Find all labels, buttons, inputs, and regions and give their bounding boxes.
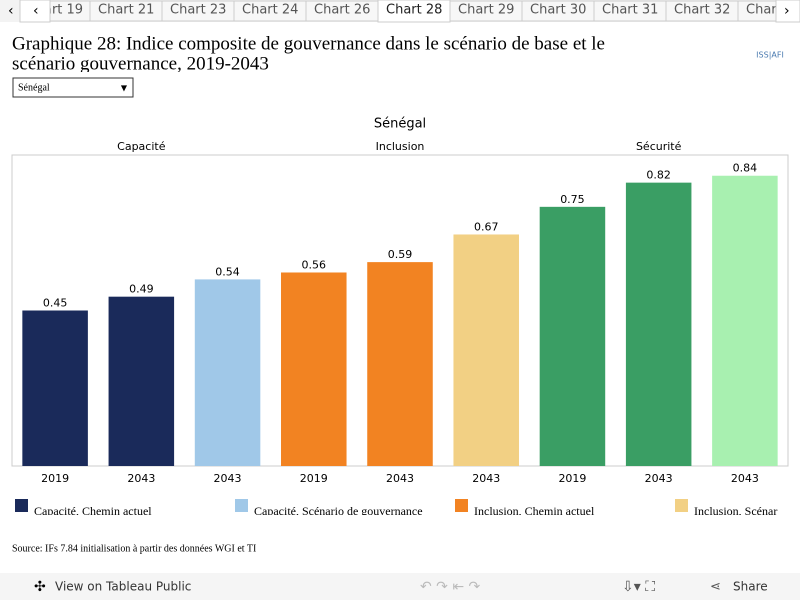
x-tick-label: 2043 [731, 472, 759, 485]
title-line: Graphique 28: Indice composite de gouver… [12, 33, 605, 54]
toolbar-icons: ↶ ↷ ⇤ ↷ [420, 579, 481, 595]
data-label: 0.82 [646, 169, 671, 182]
bar [108, 296, 175, 466]
tab-label: Chart 21 [98, 3, 154, 18]
x-tick-label: 2043 [127, 472, 155, 485]
x-tick-label: 2043 [472, 472, 500, 485]
legend-label: Inclusion, Scénar [694, 504, 777, 518]
data-label: 0.45 [43, 297, 68, 310]
tab-label: Chart 28 [386, 3, 442, 18]
share[interactable]: Share [733, 580, 768, 594]
x-tick-label: 2019 [558, 472, 586, 485]
legend-label: Capacité, Chemin actuel [34, 504, 152, 518]
source: Source: IFs 7.84 initialisation à partir… [12, 543, 256, 554]
legend-swatch [455, 499, 468, 512]
prev-arrow: ‹ [8, 3, 14, 19]
legend-swatch [15, 499, 28, 512]
legend-label: Inclusion, Chemin actuel [474, 504, 595, 518]
tab-label: Chart [746, 3, 782, 18]
tab-prev-2[interactable] [19, 0, 51, 23]
tab-label: Chart 26 [314, 3, 370, 18]
tab-label: Chart 31 [602, 3, 658, 18]
x-tick-label: 2019 [41, 472, 69, 485]
view-link[interactable]: View on Tableau Public [55, 580, 191, 594]
legend-label: Capacité, Scénario de gouvernance [254, 504, 423, 518]
group-label: Sécurité [636, 140, 682, 153]
data-label: 0.59 [388, 248, 413, 261]
tab-label: Chart 24 [242, 3, 298, 18]
tab-label: art 19 [44, 3, 83, 18]
dropdown[interactable] [12, 77, 134, 98]
title-line: scénario gouvernance, 2019-2043 [12, 53, 269, 74]
bar [539, 206, 606, 467]
toolbar [0, 573, 800, 600]
chart-title: Sénégal [374, 117, 426, 132]
data-label: 0.67 [474, 220, 499, 233]
tab-label: Chart 23 [170, 3, 226, 18]
prev-arrow-2: ‹ [33, 3, 39, 19]
bar [712, 175, 778, 466]
data-label: 0.56 [302, 258, 327, 271]
tab-label: Chart 30 [530, 3, 586, 18]
bar [453, 234, 519, 466]
share-icon: ⋖ [710, 580, 721, 595]
legend-swatch [675, 499, 688, 512]
tab-label: Chart 32 [674, 3, 730, 18]
group-label: Capacité [117, 140, 166, 153]
bar [625, 182, 692, 466]
data-label: 0.49 [129, 283, 154, 296]
logo: ISS|AFI [756, 51, 784, 60]
data-label: 0.84 [733, 162, 758, 175]
x-tick-label: 2043 [386, 472, 414, 485]
tab-label: Chart 29 [458, 3, 514, 18]
legend-swatch [235, 499, 248, 512]
data-label: 0.75 [560, 193, 585, 206]
dropdown-value: Sénégal [18, 82, 50, 93]
x-tick-label: 2043 [645, 472, 673, 485]
bar [281, 272, 347, 466]
data-label: 0.54 [215, 265, 240, 278]
group-label: Inclusion [376, 140, 425, 153]
tab-next[interactable] [775, 0, 800, 23]
bar [194, 279, 261, 466]
dropdown-arrow: ▼ [121, 84, 128, 93]
x-tick-label: 2043 [214, 472, 242, 485]
x-tick-label: 2019 [300, 472, 328, 485]
next-arrow: › [784, 3, 790, 19]
toolbar-icons-2[interactable]: ⇩▾ ⛶ [622, 579, 655, 595]
bar [22, 310, 88, 466]
bar [367, 262, 433, 466]
tableau-icon: ✣ [34, 579, 46, 595]
tab-prev[interactable] [0, 0, 20, 22]
